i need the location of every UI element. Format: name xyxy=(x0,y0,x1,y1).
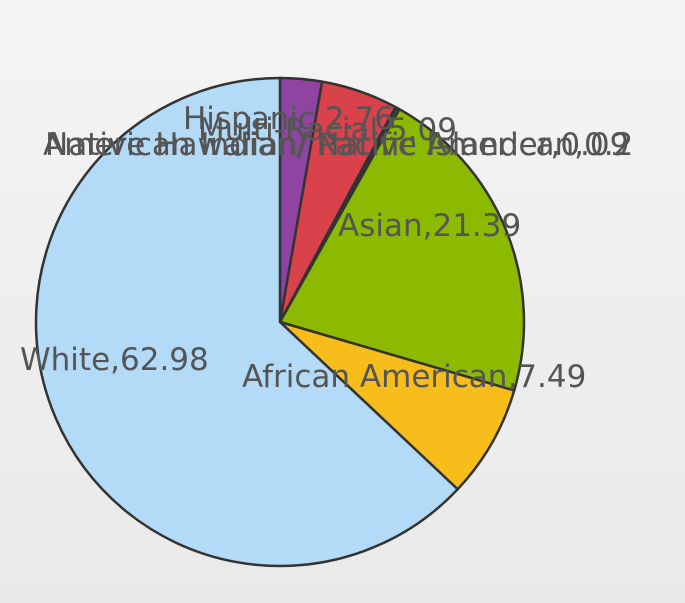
pie-slice-white[interactable] xyxy=(34,76,459,568)
pie-slice-asian[interactable] xyxy=(278,107,526,392)
data-label-african-american: African American,7.49 xyxy=(242,359,586,395)
pie-slice-african-american[interactable] xyxy=(278,320,516,491)
data-label-american-indian: American Indian/ Native American,0.2 xyxy=(43,127,633,163)
data-label-white: White,62.98 xyxy=(20,342,209,378)
data-label-native-hawaiian: Native Hawaiian/ Pacific Islander,0.09 xyxy=(45,127,629,163)
data-label-asian: Asian,21.39 xyxy=(338,208,521,244)
data-label-hispanic: Hispanic,2.76 xyxy=(183,101,394,137)
data-label-multi-racial: Multi-Racial,5.09 xyxy=(198,112,457,148)
pie-slices xyxy=(34,76,526,568)
pie-labels: Hispanic,2.76 Multi-Racial,5.09 Native H… xyxy=(20,101,633,395)
